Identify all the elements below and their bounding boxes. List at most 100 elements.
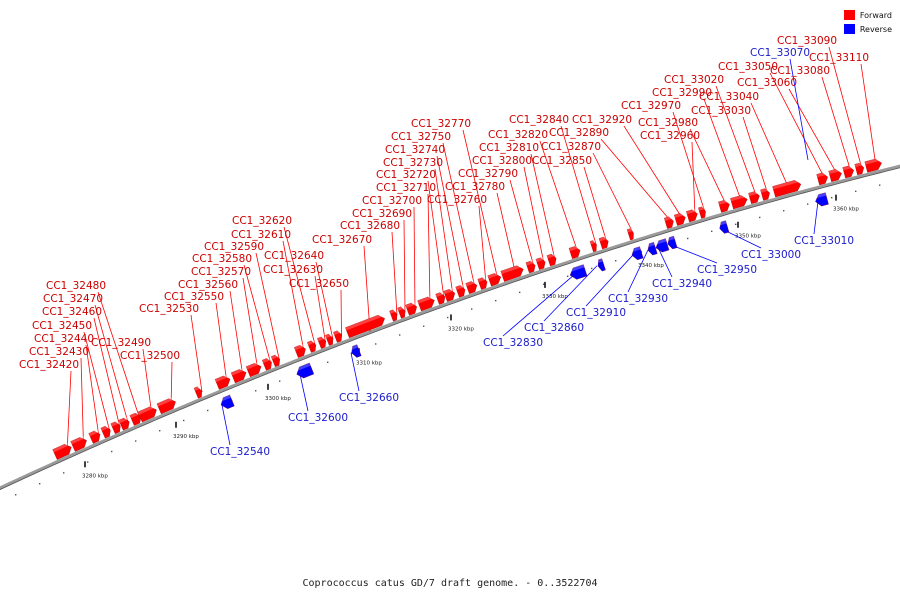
- gene-label-CC1_32750[interactable]: CC1_32750: [391, 131, 451, 143]
- gene-label-CC1_32530[interactable]: CC1_32530: [139, 303, 199, 315]
- gene-label-CC1_32550[interactable]: CC1_32550: [164, 291, 224, 303]
- gene-CC1_32830[interactable]: [568, 264, 588, 281]
- gene-label-CC1_32890[interactable]: CC1_32890: [549, 127, 609, 139]
- gene-label-CC1_32440[interactable]: CC1_32440: [34, 333, 94, 345]
- gene-CC1_32670[interactable]: [345, 313, 386, 339]
- gene-label-CC1_32960[interactable]: CC1_32960: [640, 130, 700, 142]
- gene-CC1_32810[interactable]: [546, 253, 558, 267]
- gene-CC1_32820[interactable]: [568, 245, 582, 259]
- gene-CC1_32580[interactable]: [261, 357, 274, 371]
- gene-label-CC1_32480[interactable]: CC1_32480: [46, 280, 106, 292]
- gene-CC1_33060[interactable]: [828, 168, 843, 182]
- gene-CC1_32710[interactable]: [417, 295, 437, 312]
- gene-label-CC1_32730[interactable]: CC1_32730: [383, 157, 443, 169]
- gene-label-CC1_33060[interactable]: CC1_33060: [737, 77, 797, 89]
- gene-CC1_32540[interactable]: [218, 394, 235, 411]
- gene-CC1_32490[interactable]: [137, 404, 159, 423]
- gene-CC1_33090[interactable]: [854, 162, 866, 176]
- gene-CC1_32930[interactable]: [646, 242, 658, 256]
- gene-label-CC1_32620[interactable]: CC1_32620: [232, 215, 292, 227]
- gene-CC1_32770[interactable]: [487, 271, 503, 287]
- gene-CC1_32470[interactable]: [118, 416, 132, 431]
- gene-label-CC1_32610[interactable]: CC1_32610: [231, 229, 291, 241]
- gene-label-CC1_32650[interactable]: CC1_32650: [289, 278, 349, 290]
- gene-label-CC1_32980[interactable]: CC1_32980: [638, 117, 698, 129]
- gene-CC1_33030[interactable]: [760, 187, 771, 201]
- gene-label-CC1_33070[interactable]: CC1_33070: [750, 47, 810, 59]
- gene-CC1_32700[interactable]: [405, 301, 419, 316]
- gene-CC1_32840[interactable]: [589, 239, 598, 253]
- gene-label-CC1_32420[interactable]: CC1_32420: [19, 359, 79, 371]
- gene-label-CC1_32990[interactable]: CC1_32990: [652, 87, 712, 99]
- gene-label-CC1_32680[interactable]: CC1_32680: [340, 220, 400, 232]
- gene-label-CC1_32790[interactable]: CC1_32790: [458, 168, 518, 180]
- gene-CC1_33040[interactable]: [772, 178, 803, 198]
- gene-CC1_32680[interactable]: [389, 308, 398, 322]
- gene-CC1_32910[interactable]: [630, 246, 644, 261]
- gene-label-CC1_32810[interactable]: CC1_32810: [479, 142, 539, 154]
- gene-CC1_32940[interactable]: [654, 238, 670, 254]
- gene-label-CC1_32820[interactable]: CC1_32820: [488, 129, 548, 141]
- gene-CC1_32610[interactable]: [294, 343, 307, 358]
- gene-label-CC1_33030[interactable]: CC1_33030: [691, 105, 751, 117]
- gene-label-CC1_32840[interactable]: CC1_32840: [509, 114, 569, 126]
- gene-CC1_32660[interactable]: [349, 344, 362, 359]
- gene-CC1_32960[interactable]: [686, 208, 699, 223]
- gene-label-CC1_32830[interactable]: CC1_32830: [483, 337, 543, 349]
- gene-label-CC1_32720[interactable]: CC1_32720: [376, 169, 436, 181]
- gene-label-CC1_32770[interactable]: CC1_32770: [411, 118, 471, 130]
- gene-label-CC1_32710[interactable]: CC1_32710: [376, 182, 436, 194]
- gene-label-CC1_32590[interactable]: CC1_32590: [204, 241, 264, 253]
- gene-label-CC1_32640[interactable]: CC1_32640: [264, 250, 324, 262]
- gene-CC1_32780[interactable]: [500, 264, 525, 282]
- gene-CC1_32560[interactable]: [230, 367, 248, 384]
- gene-label-CC1_32660[interactable]: CC1_32660: [339, 392, 399, 404]
- gene-label-CC1_32670[interactable]: CC1_32670: [312, 234, 372, 246]
- gene-CC1_32980[interactable]: [718, 199, 731, 213]
- gene-CC1_32920[interactable]: [674, 212, 687, 226]
- gene-label-CC1_32470[interactable]: CC1_32470: [43, 293, 103, 305]
- gene-CC1_32620[interactable]: [307, 339, 318, 353]
- gene-label-CC1_33050[interactable]: CC1_33050: [718, 61, 778, 73]
- gene-CC1_32870[interactable]: [626, 228, 635, 241]
- gene-label-CC1_32570[interactable]: CC1_32570: [191, 266, 251, 278]
- gene-label-CC1_33040[interactable]: CC1_33040: [699, 91, 759, 103]
- gene-CC1_32800[interactable]: [535, 256, 547, 270]
- gene-CC1_32740[interactable]: [455, 284, 467, 298]
- gene-label-CC1_32540[interactable]: CC1_32540: [210, 446, 270, 458]
- gene-CC1_32590[interactable]: [270, 353, 282, 367]
- gene-label-CC1_32430[interactable]: CC1_32430: [29, 346, 89, 358]
- gene-label-CC1_32800[interactable]: CC1_32800: [472, 155, 532, 167]
- gene-label-CC1_32870[interactable]: CC1_32870: [541, 141, 601, 153]
- gene-CC1_32950[interactable]: [666, 235, 678, 250]
- gene-CC1_32480[interactable]: [129, 411, 144, 426]
- gene-label-CC1_33000[interactable]: CC1_33000: [741, 249, 801, 261]
- gene-CC1_32720[interactable]: [435, 291, 447, 305]
- gene-label-CC1_32700[interactable]: CC1_32700: [362, 195, 422, 207]
- gene-label-CC1_32600[interactable]: CC1_32600: [288, 412, 348, 424]
- gene-CC1_32630[interactable]: [317, 335, 328, 349]
- gene-label-CC1_32580[interactable]: CC1_32580: [192, 253, 252, 265]
- gene-label-CC1_32930[interactable]: CC1_32930: [608, 293, 668, 305]
- gene-CC1_32440[interactable]: [88, 429, 103, 444]
- gene-CC1_32570[interactable]: [245, 361, 263, 378]
- gene-CC1_33020[interactable]: [748, 190, 761, 204]
- gene-label-CC1_32920[interactable]: CC1_32920: [572, 114, 632, 126]
- gene-CC1_32890[interactable]: [664, 215, 675, 229]
- gene-CC1_32420[interactable]: [52, 442, 74, 460]
- gene-label-CC1_32690[interactable]: CC1_32690: [352, 208, 412, 220]
- gene-CC1_32730[interactable]: [443, 287, 457, 302]
- gene-CC1_32760[interactable]: [477, 276, 489, 290]
- gene-label-CC1_32490[interactable]: CC1_32490: [91, 337, 151, 349]
- gene-label-CC1_32860[interactable]: CC1_32860: [524, 322, 584, 334]
- gene-CC1_32430[interactable]: [70, 435, 89, 452]
- gene-CC1_33010[interactable]: [813, 192, 829, 208]
- gene-label-CC1_32950[interactable]: CC1_32950: [697, 264, 757, 276]
- gene-label-CC1_33020[interactable]: CC1_33020: [664, 74, 724, 86]
- gene-CC1_32600[interactable]: [294, 362, 315, 380]
- gene-label-CC1_32910[interactable]: CC1_32910: [566, 307, 626, 319]
- gene-label-CC1_33010[interactable]: CC1_33010: [794, 235, 854, 247]
- gene-label-CC1_33090[interactable]: CC1_33090: [777, 35, 837, 47]
- gene-CC1_32640[interactable]: [325, 333, 335, 346]
- gene-CC1_32970[interactable]: [698, 206, 707, 219]
